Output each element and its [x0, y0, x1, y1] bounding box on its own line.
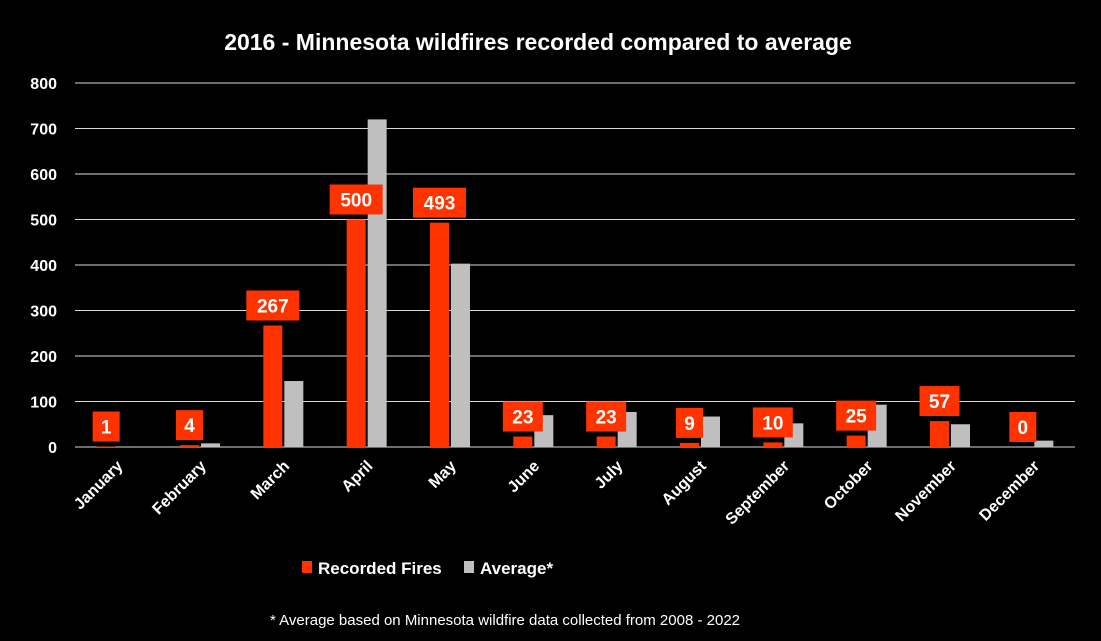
data-label-box [1009, 412, 1037, 442]
data-label: 0 [1018, 418, 1029, 439]
legend-label: Recorded Fires [318, 559, 442, 578]
bar-recorded [596, 436, 616, 447]
data-label-box [752, 407, 793, 438]
y-tick-label: 800 [30, 76, 57, 93]
y-tick-label: 100 [30, 395, 57, 412]
data-label-box [176, 410, 203, 441]
bar-recorded [846, 435, 866, 447]
data-label-box [246, 290, 300, 321]
footnote: * Average based on Minnesota wildfire da… [270, 612, 740, 629]
data-label-box [413, 187, 466, 218]
data-label-box [329, 184, 383, 215]
data-label-box [92, 411, 120, 442]
data-label-box [586, 401, 627, 432]
data-label: 25 [846, 407, 868, 428]
bar-average [951, 424, 970, 447]
data-label: 23 [512, 408, 533, 429]
y-tick-label: 600 [30, 167, 57, 184]
legend-swatch [464, 561, 474, 573]
bar-average [367, 119, 387, 448]
bar-average [201, 443, 220, 447]
bar-average [1034, 440, 1054, 447]
y-axis: 0 100 200 300 400 500 600 700 800 [30, 76, 57, 457]
data-label: 1 [101, 418, 112, 439]
bar-recorded [263, 325, 283, 447]
y-tick-label: 500 [30, 213, 57, 230]
data-label: 10 [762, 413, 783, 434]
bar-average [451, 263, 470, 447]
y-tick-label: 300 [30, 304, 57, 321]
data-label: 23 [596, 408, 617, 429]
bar-recorded [430, 222, 449, 447]
data-label-box [676, 407, 703, 438]
y-tick-label: 700 [30, 122, 57, 139]
bar-recorded [763, 442, 783, 447]
legend-swatch [302, 561, 312, 573]
bar-average [284, 381, 304, 447]
data-label-box [919, 386, 960, 417]
data-label: 493 [424, 194, 456, 215]
bar-recorded [346, 219, 366, 447]
bar-average [701, 416, 720, 447]
chart-title: 2016 - Minnesota wildfires recorded comp… [224, 29, 852, 55]
data-label-box [502, 401, 543, 432]
data-labels: 1 4 267 500 493 23 23 9 10 25 57 0 [92, 184, 1037, 442]
legend: Recorded Fires Average* [302, 559, 553, 578]
data-label: 4 [184, 416, 195, 437]
gridlines [75, 82, 1075, 448]
data-label: 57 [929, 392, 950, 413]
bar-recorded [930, 421, 949, 447]
bar-recorded [680, 442, 699, 447]
y-tick-label: 200 [30, 349, 57, 366]
bar-recorded [513, 436, 533, 447]
data-label: 9 [684, 414, 695, 435]
data-label: 267 [257, 297, 289, 318]
data-label-box [836, 400, 877, 431]
bar-recorded [180, 445, 199, 447]
legend-label: Average* [480, 559, 553, 578]
y-tick-label: 0 [48, 440, 57, 457]
data-label: 500 [340, 191, 372, 212]
y-tick-label: 400 [30, 258, 57, 275]
